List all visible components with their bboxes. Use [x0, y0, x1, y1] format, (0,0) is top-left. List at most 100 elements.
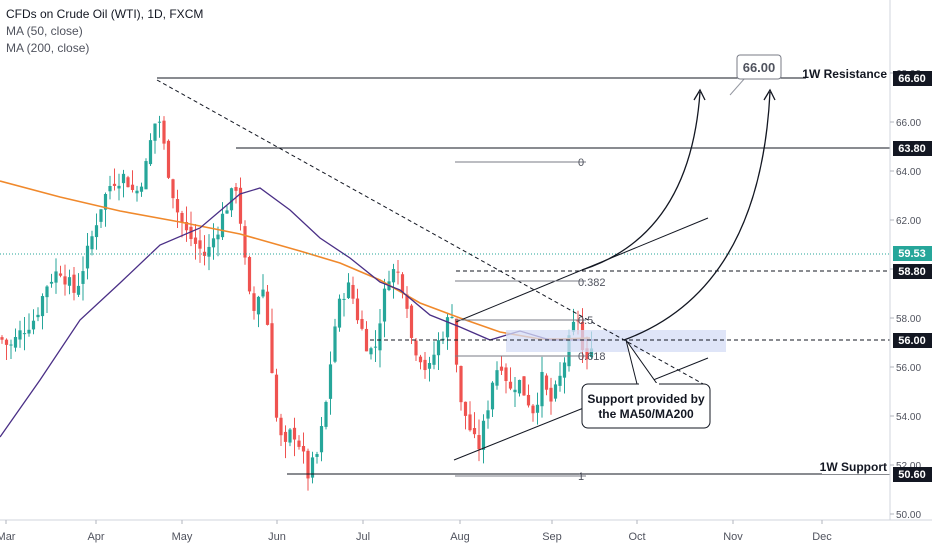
candle-body	[409, 305, 414, 338]
x-tick-label: Jun	[268, 531, 286, 543]
candle-body	[31, 320, 36, 330]
candle-body	[189, 226, 193, 240]
candle-body	[243, 226, 247, 258]
candle-body	[454, 318, 459, 365]
downtrend-line	[156, 79, 706, 386]
price-labels: 66.60 63.80 59.53 58.80 56.00 50.60	[893, 71, 932, 482]
support-zone	[506, 330, 726, 352]
drawings: 0 0.382 0.5 0.618 1 66.00 Support provid…	[0, 54, 890, 483]
candle-body	[378, 323, 382, 351]
price-label-66-bg	[893, 71, 932, 86]
callout-pointer	[625, 339, 661, 389]
candle-body	[139, 186, 144, 192]
arrow-curve-1	[581, 91, 701, 271]
candle-body	[103, 194, 108, 210]
candle-body	[36, 314, 40, 318]
candle-body	[382, 288, 387, 322]
candle-body	[432, 354, 436, 365]
candle-body	[220, 213, 225, 238]
candle-body	[13, 336, 18, 348]
candle-body	[553, 384, 558, 399]
candle-body	[373, 346, 378, 348]
price-label-50-bg	[893, 467, 932, 482]
candle-body	[9, 344, 13, 346]
x-tick-label: Sep	[542, 531, 562, 543]
x-tick-label: May	[172, 531, 193, 543]
candle-body	[4, 339, 9, 345]
candle-body	[274, 374, 279, 418]
candle-body	[400, 274, 405, 293]
candle-body	[526, 394, 531, 406]
price-label-63: 63.80	[898, 143, 926, 155]
candle-body	[45, 286, 49, 298]
candle-body	[405, 294, 409, 309]
legend-ma200: MA (200, close)	[6, 41, 90, 55]
candle-body	[328, 364, 333, 399]
candle-body	[301, 446, 306, 452]
support-label-bg	[822, 460, 890, 474]
candle-body	[531, 405, 535, 414]
candle-body	[49, 281, 54, 284]
candle-body	[252, 293, 256, 311]
candle-body	[333, 326, 337, 362]
arrowhead-1	[693, 88, 706, 101]
x-tick-label: Jul	[356, 531, 370, 543]
legend-ma50: MA (50, close)	[6, 24, 83, 38]
candle-body	[54, 271, 58, 283]
candle-body	[0, 337, 4, 340]
axes[interactable]: 50.0052.0054.0056.0058.0060.0062.0064.00…	[0, 0, 932, 543]
candle-body	[81, 271, 85, 284]
candle-body	[130, 184, 135, 190]
candle-body	[211, 238, 216, 248]
target-box	[736, 54, 782, 80]
chart-legend: CFDs on Crude Oil (WTI), 1D, FXCM MA (50…	[6, 6, 203, 57]
candle-body	[27, 329, 31, 334]
candle-body	[427, 362, 432, 369]
candle-body	[40, 296, 45, 317]
candle-body	[279, 417, 283, 436]
candle-body	[319, 426, 324, 453]
price-label-last-bg	[893, 246, 932, 261]
candle-body	[234, 187, 238, 191]
candle-body	[423, 359, 427, 371]
candle-body	[108, 185, 112, 192]
candle-body	[364, 328, 369, 352]
arrowhead-2	[763, 88, 776, 101]
candle-body	[207, 246, 211, 257]
candle-body	[157, 121, 162, 123]
arrow-curve-2	[623, 91, 771, 341]
candle-body	[522, 376, 526, 396]
fib-1-label: 1	[578, 471, 584, 483]
y-tick-label: 52.00	[896, 461, 921, 472]
support-label: 1W Support	[820, 460, 887, 474]
candles	[0, 115, 595, 491]
candle-body	[67, 277, 72, 286]
candle-body	[576, 320, 580, 322]
candle-body	[337, 298, 342, 328]
candle-body	[229, 188, 234, 211]
candle-body	[499, 366, 504, 371]
candle-body	[418, 356, 423, 363]
candle-body	[135, 190, 139, 194]
candle-body	[180, 212, 184, 222]
candle-body	[198, 240, 202, 249]
y-tick-label: 58.00	[896, 314, 921, 325]
x-tick-label: Apr	[87, 531, 104, 543]
candle-body	[549, 387, 553, 402]
candle-body	[247, 257, 252, 292]
candle-body	[351, 284, 355, 299]
y-tick-label: 50.00	[896, 510, 921, 521]
target-label: 66.00	[743, 60, 776, 75]
fib-0382-label: 0.382	[578, 277, 606, 289]
channel-lower-line	[453, 357, 709, 461]
candle-body	[310, 457, 315, 478]
candle-body	[360, 318, 364, 329]
candle-body	[22, 333, 27, 335]
candle-body	[441, 338, 445, 341]
price-label-58: 58.80	[898, 266, 926, 278]
candle-body	[72, 274, 76, 293]
price-label-56: 56.00	[898, 335, 926, 347]
candle-body	[540, 371, 544, 407]
